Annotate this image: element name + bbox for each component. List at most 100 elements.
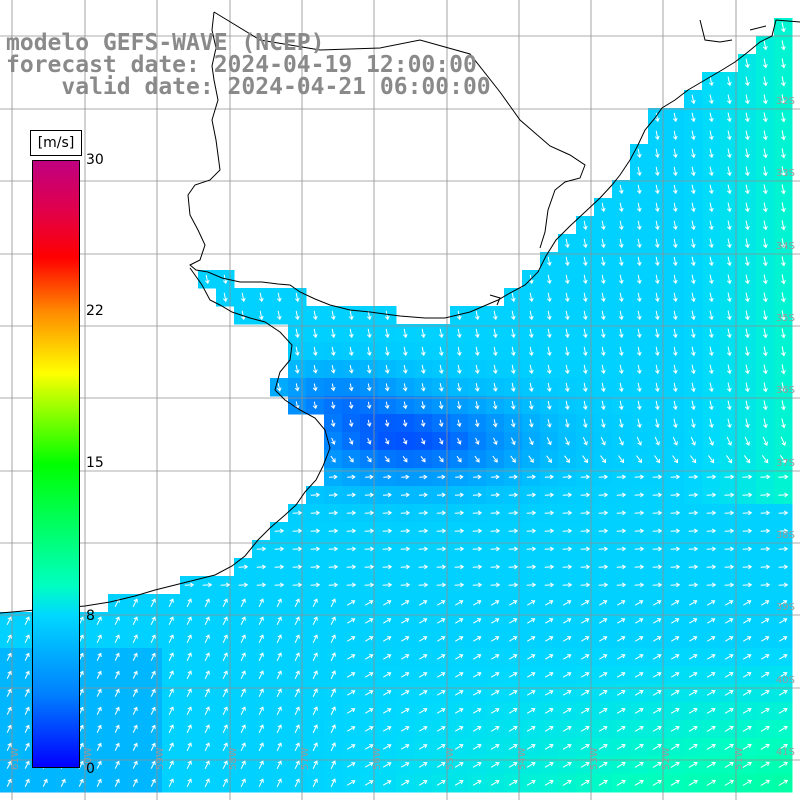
- wind-arrow: [526, 744, 536, 750]
- wind-arrow: [760, 672, 770, 678]
- wind-arrow: [708, 382, 714, 393]
- wind-arrow: [742, 708, 752, 714]
- wind-arrow: [258, 634, 264, 644]
- wind-arrow: [600, 238, 606, 249]
- wind-arrow: [544, 528, 555, 534]
- wind-arrow: [580, 744, 590, 750]
- wind-arrow: [618, 184, 624, 195]
- wind-arrow: [294, 634, 300, 644]
- wind-arrow: [258, 670, 264, 680]
- wind-arrow: [528, 419, 534, 428]
- wind-arrow: [652, 474, 663, 480]
- wind-arrow: [419, 600, 428, 606]
- wind-arrow: [616, 510, 627, 516]
- wind-arrow: [528, 292, 534, 303]
- wind-arrow: [725, 600, 734, 606]
- wind-arrow: [455, 654, 464, 660]
- wind-arrow: [312, 401, 318, 410]
- wind-arrow: [346, 510, 357, 516]
- wind-arrow: [366, 456, 372, 463]
- wind-arrow: [564, 437, 570, 446]
- wind-arrow: [634, 564, 645, 570]
- wind-arrow: [150, 742, 156, 751]
- wind-arrow: [654, 364, 660, 375]
- wind-arrow: [744, 328, 750, 339]
- wind-arrow: [724, 510, 735, 516]
- wind-arrow: [330, 724, 336, 734]
- wind-arrow: [436, 744, 446, 750]
- wind-arrow: [508, 690, 518, 696]
- wind-arrow: [672, 310, 678, 321]
- wind-arrow: [186, 742, 192, 752]
- wind-arrow: [708, 400, 714, 411]
- wind-arrow: [760, 582, 771, 588]
- wind-arrow: [384, 310, 390, 321]
- wind-arrow: [634, 708, 644, 714]
- wind-arrow: [436, 690, 446, 696]
- wind-arrow: [564, 455, 570, 464]
- wind-arrow: [670, 761, 680, 768]
- wind-arrow: [708, 274, 714, 285]
- wind-arrow: [400, 528, 411, 534]
- wind-arrow: [400, 492, 410, 498]
- wind-arrow: [382, 564, 393, 570]
- wind-arrow: [654, 328, 660, 339]
- wind-arrow: [294, 778, 300, 788]
- wind-arrow: [562, 474, 573, 480]
- wind-arrow: [347, 672, 356, 678]
- wind-arrow: [204, 616, 210, 626]
- wind-arrow: [420, 419, 426, 427]
- wind-arrow: [472, 492, 483, 498]
- wind-arrow: [365, 708, 374, 714]
- wind-arrow: [598, 546, 609, 552]
- wind-arrow: [528, 328, 534, 339]
- wind-arrow: [652, 492, 663, 498]
- wind-arrow: [708, 130, 714, 141]
- wind-arrow: [670, 474, 681, 480]
- wind-arrow: [670, 510, 681, 516]
- wind-arrow: [562, 726, 572, 732]
- wind-arrow: [24, 724, 30, 733]
- wind-arrow: [474, 382, 480, 392]
- wind-arrow: [743, 600, 752, 606]
- wind-arrow: [222, 670, 228, 680]
- wind-arrow: [528, 364, 534, 375]
- wind-arrow: [618, 455, 625, 464]
- wind-arrow: [490, 546, 501, 552]
- wind-arrow: [402, 419, 408, 427]
- wind-arrow: [526, 492, 537, 498]
- wind-arrow: [618, 220, 624, 231]
- wind-arrow: [618, 274, 624, 285]
- wind-arrow: [690, 274, 696, 285]
- wind-arrow: [688, 654, 698, 660]
- wind-arrow: [240, 616, 246, 626]
- wind-arrow: [616, 654, 626, 660]
- wind-arrow: [150, 616, 156, 626]
- wind-arrow: [454, 726, 464, 732]
- wind-arrow: [114, 688, 120, 697]
- wind-arrow: [348, 419, 354, 428]
- wind-arrow: [204, 778, 210, 788]
- wind-arrow: [400, 546, 411, 552]
- wind-arrow: [420, 383, 426, 392]
- wind-arrow: [436, 780, 446, 786]
- wind-arrow: [437, 600, 446, 606]
- wind-arrow: [364, 546, 375, 552]
- wind-arrow: [760, 492, 771, 498]
- lon-label: 51W: [734, 747, 745, 770]
- wind-arrow: [779, 636, 788, 642]
- wind-arrow: [346, 780, 356, 786]
- wind-arrow: [330, 310, 336, 321]
- wind-arrow: [688, 708, 698, 714]
- wind-arrow: [708, 346, 714, 357]
- wind-arrow: [274, 564, 285, 570]
- wind-arrow: [294, 346, 300, 356]
- wind-arrow: [328, 582, 339, 588]
- wind-arrow: [636, 400, 642, 411]
- wind-arrow: [312, 310, 318, 321]
- wind-arrow: [546, 382, 552, 392]
- wind-arrow: [582, 292, 588, 303]
- wind-arrow: [276, 310, 282, 321]
- wind-arrow: [600, 274, 606, 285]
